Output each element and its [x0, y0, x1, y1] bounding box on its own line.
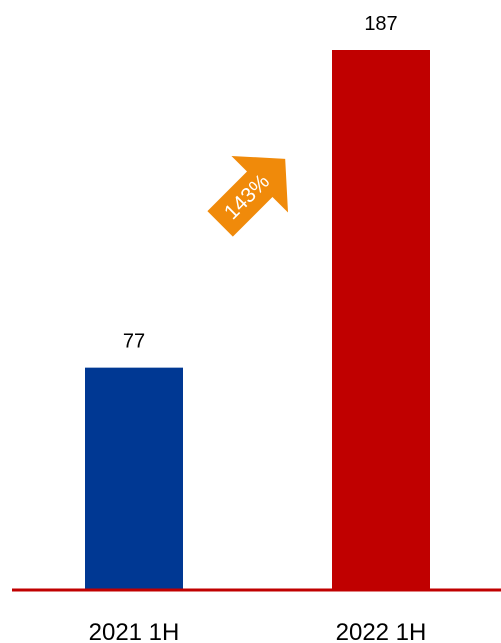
- x-tick-label: 2021 1H: [89, 619, 180, 643]
- growth-arrow-shape: [207, 155, 289, 237]
- x-tick-label: 2022 1H: [336, 619, 427, 643]
- value-label: 77: [123, 331, 145, 353]
- bars: [85, 50, 430, 590]
- bar-2021-1h: [85, 367, 183, 590]
- growth-arrow-icon: 143%: [207, 155, 289, 237]
- x-tick-labels: 2021 1H 2022 1H: [89, 619, 427, 643]
- bar-2022-1h: [332, 50, 430, 590]
- value-labels: 77 187: [123, 13, 398, 353]
- value-label: 187: [364, 13, 397, 35]
